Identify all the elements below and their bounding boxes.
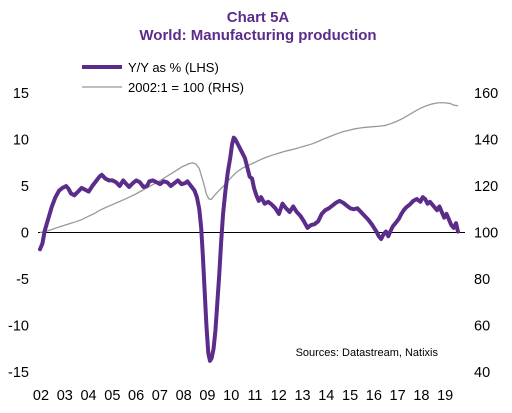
x-axis-ticks: 02 03 04 05 06 07 08 09 10 11 12 13 14 15 16 17 18 19 bbox=[33, 388, 453, 404]
yoy-series-line bbox=[38, 135, 460, 363]
legend-label-index: 2002:1 = 100 (RHS) bbox=[128, 80, 244, 95]
left-axis-ticks: 15 10 5 0 -5 -10 -15 bbox=[8, 86, 29, 381]
chart-subtitle: World: Manufacturing production bbox=[139, 27, 376, 44]
source-note: Sources: Datastream, Natixis bbox=[296, 347, 439, 359]
right-axis-tick-label: 60 bbox=[474, 319, 490, 335]
x-axis-tick-label: 07 bbox=[152, 388, 168, 404]
x-axis-tick-label: 10 bbox=[223, 388, 239, 404]
left-axis-tick-label: 5 bbox=[21, 179, 29, 195]
x-axis-tick-label: 06 bbox=[128, 388, 144, 404]
left-axis-tick-label: -15 bbox=[8, 365, 29, 381]
x-axis-tick-label: 08 bbox=[176, 388, 192, 404]
right-axis-ticks: 160 140 120 100 80 60 40 bbox=[474, 86, 498, 381]
chart-title: Chart 5A bbox=[227, 9, 290, 26]
legend-label-yoy: Y/Y as % (LHS) bbox=[128, 60, 219, 75]
x-axis-tick-label: 04 bbox=[80, 388, 96, 404]
x-axis-tick-label: 19 bbox=[437, 388, 453, 404]
x-axis-tick-label: 11 bbox=[247, 388, 262, 404]
x-axis-tick-label: 03 bbox=[57, 388, 73, 404]
left-axis-tick-label: -5 bbox=[16, 272, 29, 288]
left-axis-tick-label: 0 bbox=[21, 226, 29, 242]
x-axis-tick-label: 12 bbox=[271, 388, 287, 404]
x-axis-tick-label: 05 bbox=[104, 388, 120, 404]
left-axis-tick-label: -10 bbox=[8, 319, 29, 335]
legend: Y/Y as % (LHS) 2002:1 = 100 (RHS) bbox=[82, 60, 244, 95]
x-axis-tick-label: 14 bbox=[318, 388, 334, 404]
left-axis-tick-label: 15 bbox=[13, 86, 29, 102]
x-axis-tick-label: 15 bbox=[342, 388, 358, 404]
right-axis-tick-label: 100 bbox=[474, 226, 498, 242]
x-axis-tick-label: 02 bbox=[33, 388, 49, 404]
x-axis-tick-label: 13 bbox=[294, 388, 310, 404]
right-axis-tick-label: 160 bbox=[474, 86, 498, 102]
right-axis-tick-label: 120 bbox=[474, 179, 498, 195]
right-axis-tick-label: 40 bbox=[474, 365, 490, 381]
x-axis-tick-label: 18 bbox=[413, 388, 429, 404]
right-axis-tick-label: 140 bbox=[474, 133, 498, 149]
right-axis-tick-label: 80 bbox=[474, 272, 490, 288]
x-axis-tick-label: 16 bbox=[366, 388, 382, 404]
x-axis-tick-label: 09 bbox=[199, 388, 215, 404]
index-series-line bbox=[39, 102, 459, 234]
left-axis-tick-label: 10 bbox=[13, 133, 29, 149]
x-axis-tick-label: 17 bbox=[390, 388, 406, 404]
